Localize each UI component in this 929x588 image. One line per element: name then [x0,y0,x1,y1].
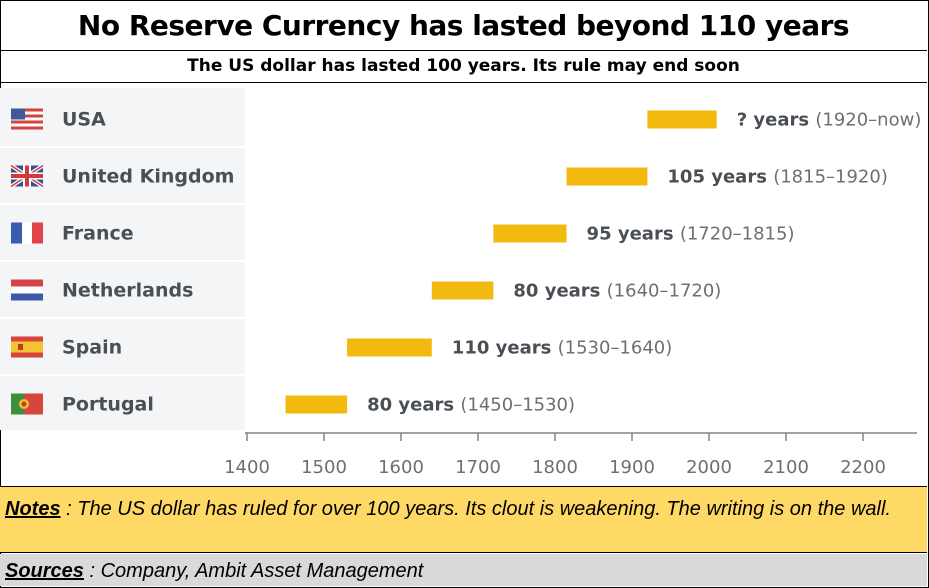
bar-data-label: 80 years (1640–1720) [513,281,721,302]
netherlands-flag-icon [11,279,43,301]
notes-box: Notes : The US dollar has ruled for over… [0,486,927,553]
notes-label: Notes [5,498,61,520]
country-label: Spain [62,337,122,359]
duration-bar [566,167,648,186]
country-label: Netherlands [62,280,193,302]
x-tick-label: 2200 [840,457,886,478]
country-label: Portugal [62,394,154,416]
sources-text: : Company, Ambit Asset Management [83,560,424,582]
x-tick-label: 2100 [763,457,809,478]
label-panel [0,88,245,430]
bar-data-label: 110 years (1530–1640) [452,338,672,359]
france-flag-icon [11,222,43,244]
bar-data-label: 95 years (1720–1815) [587,224,795,245]
country-label: USA [62,109,106,131]
page-title: No Reserve Currency has lasted beyond 11… [0,0,927,51]
x-tick-label: 1400 [224,457,270,478]
country-label: United Kingdom [62,166,234,188]
duration-bar [647,110,717,129]
x-tick-label: 1900 [609,457,655,478]
x-tick-label: 2000 [686,457,732,478]
bar-data-label: ? years (1920–now) [737,110,922,131]
page-subtitle: The US dollar has lasted 100 years. Its … [0,51,927,83]
country-label: France [62,223,134,245]
bar-data-label: 80 years (1450–1530) [367,395,575,416]
spain-flag-icon [11,336,43,358]
duration-bar [347,338,432,357]
x-tick-label: 1800 [532,457,578,478]
x-tick-label: 1500 [301,457,347,478]
portugal-flag-icon [11,393,43,415]
x-tick-label: 1700 [455,457,501,478]
sources-label: Sources [5,560,84,582]
us-flag-icon [11,108,43,130]
sources-box: Sources : Company, Ambit Asset Managemen… [0,554,927,586]
duration-bar [493,224,567,243]
uk-flag-icon [9,163,45,189]
notes-text: : The US dollar has ruled for over 100 y… [60,498,891,520]
reserve-currency-timeline-chart: USA ? years (1920–now) United Kingdom 105 y… [0,88,922,478]
x-tick-label: 1600 [378,457,424,478]
duration-bar [285,395,348,414]
duration-bar [431,281,494,300]
bar-data-label: 105 years (1815–1920) [667,167,887,188]
